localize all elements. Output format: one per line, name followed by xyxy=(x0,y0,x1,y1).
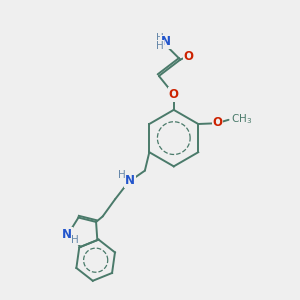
Text: H: H xyxy=(156,33,164,43)
Text: N: N xyxy=(125,174,135,187)
Text: H: H xyxy=(71,235,79,244)
Text: H: H xyxy=(156,41,164,51)
Text: N: N xyxy=(62,228,72,241)
Text: N: N xyxy=(161,35,171,48)
Text: H: H xyxy=(118,170,126,180)
Text: CH$_3$: CH$_3$ xyxy=(231,112,252,126)
Text: O: O xyxy=(169,88,179,101)
Text: O: O xyxy=(213,116,223,129)
Text: O: O xyxy=(184,50,194,63)
